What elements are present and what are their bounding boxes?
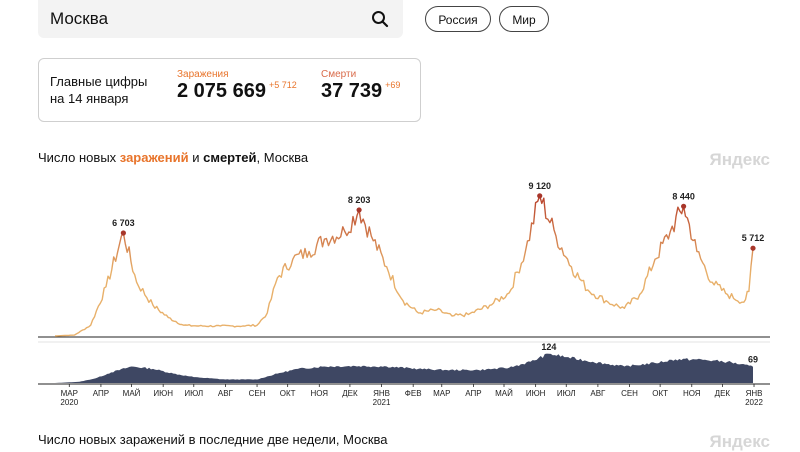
- deaths-delta: +69: [385, 80, 401, 90]
- summary-label-date: на 14 января: [50, 91, 129, 106]
- filter-russia-button[interactable]: Россия: [425, 6, 491, 32]
- month-label: МАР: [433, 389, 450, 398]
- year-label: 2021: [373, 398, 391, 407]
- filter-world-button[interactable]: Мир: [499, 6, 549, 32]
- deaths-caption: Смерти: [321, 69, 357, 80]
- chart-title-cases: заражений: [119, 150, 189, 165]
- deaths-total: 37 739: [321, 80, 383, 102]
- cases-line: [54, 195, 754, 337]
- cases-peak-point: [120, 230, 126, 236]
- deaths-peak-label: 124: [541, 342, 556, 352]
- month-label: ЯНВ: [373, 389, 390, 398]
- chart-title-part: , Москва: [256, 150, 309, 165]
- search-icon[interactable]: [371, 10, 389, 28]
- cases-peak-point: [356, 207, 362, 213]
- cases-peak-label: 6 703: [112, 218, 135, 228]
- month-label: ДЕК: [715, 389, 731, 398]
- month-label: СЕН: [621, 389, 638, 398]
- month-label: МАЙ: [123, 389, 141, 398]
- yandex-watermark: Яндекс: [709, 150, 770, 169]
- chart-title-deaths: смертей: [203, 150, 257, 165]
- summary-label: Главные цифры на 14 января: [50, 73, 180, 107]
- month-label: ИЮН: [153, 389, 173, 398]
- month-label: АПР: [465, 389, 481, 398]
- cases-peak-point: [750, 245, 756, 251]
- cases-metric: Заражения 2 075 669 +5 712: [177, 69, 297, 103]
- month-label: АПР: [93, 389, 109, 398]
- year-label: 2020: [60, 398, 78, 407]
- month-label: МАР: [61, 389, 78, 398]
- cases-peak-label: 8 203: [348, 195, 371, 205]
- month-label: ФЕВ: [405, 389, 422, 398]
- chart-title: Число новых заражений и смертей, Москва: [38, 150, 308, 165]
- cases-peak-point: [537, 193, 543, 199]
- month-label: ОКТ: [652, 389, 668, 398]
- month-label: ЯНВ: [746, 389, 763, 398]
- year-label: 2022: [745, 398, 763, 407]
- summary-card: Главные цифры на 14 января Заражения 2 0…: [38, 58, 421, 122]
- cases-peak-label: 5 712: [742, 233, 765, 243]
- cases-peak-label: 8 440: [672, 191, 695, 201]
- month-label: ИЮН: [526, 389, 546, 398]
- cases-delta: +5 712: [268, 80, 297, 90]
- month-label: МАЙ: [495, 389, 513, 398]
- month-label: НОЯ: [310, 389, 328, 398]
- cases-peak-label: 9 120: [528, 181, 551, 191]
- chart-title-part: Число новых: [38, 150, 120, 165]
- deaths-peak-label: 69: [748, 355, 758, 365]
- summary-label-line1: Главные цифры: [50, 74, 148, 89]
- chart2-title: Число новых заражений в последние две не…: [38, 432, 388, 447]
- cases-total: 2 075 669: [177, 80, 266, 102]
- cases-caption: Заражения: [177, 69, 229, 80]
- search-input[interactable]: Москва: [50, 9, 109, 28]
- month-label: АВГ: [218, 389, 234, 398]
- deaths-area: [55, 353, 753, 383]
- month-label: ИЮЛ: [557, 389, 576, 398]
- month-label: НОЯ: [683, 389, 701, 398]
- yandex-watermark-2: Яндекс: [709, 432, 770, 451]
- month-label: ДЕК: [342, 389, 358, 398]
- month-label: ИЮЛ: [184, 389, 203, 398]
- chart-title-part: и: [188, 150, 204, 165]
- month-label: АВГ: [590, 389, 606, 398]
- deaths-metric: Смерти 37 739 +69: [321, 69, 400, 103]
- month-label: ОКТ: [280, 389, 296, 398]
- search-field[interactable]: Москва: [38, 0, 403, 38]
- cases-peak-point: [681, 203, 687, 209]
- month-label: СЕН: [249, 389, 266, 398]
